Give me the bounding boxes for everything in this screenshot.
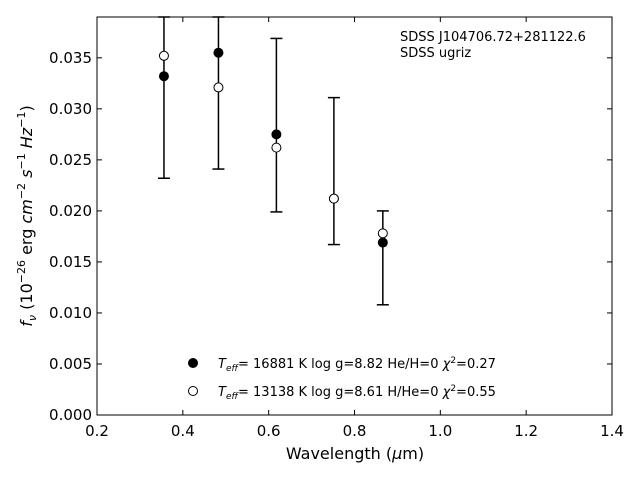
x-tick-label: 0.4 [171,422,195,440]
y-axis-label: fν (10−26 erg cm−2 s−1 Hz−1) [15,105,39,326]
y-tick-label: 0.005 [49,355,92,373]
data-point-filled [158,71,169,82]
error-bar [212,16,225,170]
y-tick-label: 0.000 [49,406,92,424]
x-axis-label: Wavelength (μm) [286,444,424,463]
ticks-group: 0.2 0.4 0.6 0.8 1.0 1.2 1.4 0.000 0.005 0.010 0.01… [49,17,624,440]
x-tick-label: 0.6 [257,422,281,440]
x-tick-label: 1.0 [428,422,452,440]
y-tick-label: 0.035 [49,49,92,67]
error-bar [376,210,389,306]
error-bar [327,96,340,246]
x-tick-label: 0.2 [85,422,109,440]
legend-marker-open [188,386,198,396]
data-point-filled [377,237,388,248]
y-tick-label: 0.030 [49,100,92,118]
legend-entry-open: Teff= 13138 K log g=8.61 H/He=0 χ2=0.55 [218,384,496,402]
data-point-open [213,82,224,93]
x-tick-label: 0.8 [343,422,367,440]
legend: Teff= 16881 K log g=8.82 He/H=0 χ2=0.27 … [188,356,496,402]
data-point-open [158,50,169,61]
y-tick-label: 0.015 [49,253,92,271]
data-point-filled [213,47,224,58]
x-tick-label: 1.4 [600,422,624,440]
plot-frame [96,16,613,416]
data-point-open [271,142,282,153]
data-point-filled [271,129,282,140]
legend-marker-filled [188,358,198,368]
annotation-object-name: SDSS J104706.72+281122.6 [400,30,586,45]
error-bars-group [157,16,389,306]
data-point-open [377,228,388,239]
y-tick-label: 0.025 [49,151,92,169]
error-bar [157,16,170,179]
annotation-survey: SDSS ugriz [400,46,471,61]
y-tick-label: 0.010 [49,304,92,322]
data-point-open [328,193,339,204]
points-group [158,47,388,248]
y-tick-label: 0.020 [49,202,92,220]
legend-entry-filled: Teff= 16881 K log g=8.82 He/H=0 χ2=0.27 [218,356,496,374]
error-bar [270,37,283,213]
x-tick-label: 1.2 [514,422,538,440]
